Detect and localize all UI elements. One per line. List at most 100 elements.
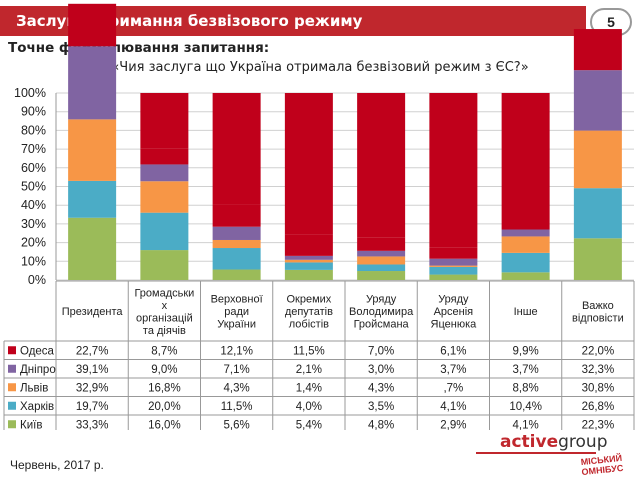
legend-swatch	[8, 346, 16, 355]
bar-segment	[68, 180, 117, 218]
x-category-label: відповісти	[572, 312, 624, 324]
data-label: 22,0%	[582, 345, 615, 357]
data-label: 5,4%	[296, 419, 322, 430]
data-label: 2,1%	[296, 364, 322, 376]
bar-segment	[501, 229, 550, 237]
bar-segment	[140, 93, 189, 149]
bar-segment	[212, 226, 261, 240]
data-label: 19,7%	[76, 401, 109, 413]
bar-segment	[357, 250, 406, 257]
bar-segment	[68, 46, 117, 120]
bar-segment	[429, 266, 478, 275]
legend-label: Одеса	[20, 345, 55, 357]
brand-logo: activegroup	[500, 432, 608, 452]
data-label: 12,1%	[220, 345, 253, 357]
data-label: 39,1%	[76, 364, 109, 376]
legend-swatch	[8, 383, 16, 392]
data-label: 4,3%	[224, 382, 250, 394]
legend-label: Львів	[20, 382, 48, 394]
bar-segment	[501, 236, 550, 253]
x-category-label: Яценюка	[431, 319, 478, 331]
y-tick-label: 30%	[21, 217, 46, 231]
data-label: 8,7%	[151, 345, 177, 357]
data-label: 9,9%	[513, 345, 539, 357]
y-tick-label: 40%	[21, 198, 46, 212]
bar-segment	[501, 210, 550, 230]
data-label: 1,4%	[296, 382, 322, 394]
legend-label: Київ	[20, 419, 42, 430]
bar-segment	[573, 29, 622, 71]
data-label: 32,9%	[76, 382, 109, 394]
x-category-label: Громадськи	[134, 287, 194, 299]
data-label: 4,8%	[368, 419, 394, 430]
data-label: 7,1%	[224, 364, 250, 376]
bar-segment	[284, 262, 333, 270]
footer-date: Червень, 2017 р.	[10, 458, 104, 472]
x-category-label: України	[217, 319, 256, 331]
bar-segment	[429, 258, 478, 266]
data-label: ,7%	[443, 382, 463, 394]
bar-segment	[140, 250, 189, 280]
x-category-label: Володимира	[349, 306, 414, 318]
y-tick-label: 70%	[21, 142, 46, 156]
data-label: 3,7%	[513, 364, 539, 376]
data-label: 26,8%	[582, 401, 615, 413]
data-label: 22,7%	[76, 345, 109, 357]
data-label: 4,1%	[513, 419, 539, 430]
bar-segment	[573, 238, 622, 280]
omnibus-logo: МІСЬКИЙ ОМНІБУС	[580, 452, 624, 478]
y-tick-label: 90%	[21, 105, 46, 119]
x-category-label: Уряду	[438, 294, 469, 306]
bar-segment	[429, 247, 478, 259]
legend-label: Дніпро	[20, 364, 56, 376]
data-label: 6,1%	[440, 345, 466, 357]
x-category-label: Гройсмана	[354, 319, 410, 331]
bar-segment	[284, 269, 333, 280]
x-category-label: лобістів	[289, 319, 329, 331]
y-tick-label: 0%	[28, 273, 46, 287]
bar-segment	[357, 237, 406, 251]
bar-segment	[357, 264, 406, 272]
legend-label: Харків	[20, 401, 54, 413]
x-category-label: Арсенія	[434, 306, 474, 318]
legend-swatch	[8, 401, 16, 410]
data-label: 33,3%	[76, 419, 109, 430]
data-label: 22,3%	[582, 419, 615, 430]
y-tick-label: 100%	[14, 86, 46, 100]
bar-segment	[429, 265, 478, 267]
bar-segment	[140, 181, 189, 213]
bar-segment	[140, 212, 189, 251]
bar-segment	[501, 272, 550, 280]
data-label: 10,4%	[509, 401, 542, 413]
data-label: 32,3%	[582, 364, 615, 376]
data-label: 4,0%	[296, 401, 322, 413]
x-category-label: ради	[224, 306, 249, 318]
x-category-label: Важко	[582, 300, 614, 312]
brand-underline	[476, 452, 596, 454]
legend-swatch	[8, 364, 16, 373]
x-category-label: Верховної	[211, 294, 263, 306]
data-label: 4,3%	[368, 382, 394, 394]
bar-segment	[573, 188, 622, 239]
x-category-label: організацій	[136, 312, 193, 324]
x-category-label: Інше	[514, 306, 538, 318]
x-category-label: Президента	[62, 306, 124, 318]
y-tick-label: 50%	[21, 180, 46, 194]
x-category-label: Окремих	[286, 294, 331, 306]
bar-segment	[212, 248, 261, 270]
bar-segment	[357, 93, 406, 238]
bar-segment	[284, 259, 333, 263]
legend-swatch	[8, 420, 16, 429]
bar-segment	[501, 93, 550, 211]
data-label: 20,0%	[148, 401, 181, 413]
x-category-label: та діячів	[143, 325, 186, 337]
data-label: 3,5%	[368, 401, 394, 413]
y-tick-label: 60%	[21, 161, 46, 175]
x-category-label: Уряду	[366, 294, 397, 306]
data-label: 30,8%	[582, 382, 615, 394]
bar-segment	[212, 269, 261, 280]
x-category-label: х	[162, 300, 168, 312]
y-tick-label: 20%	[21, 236, 46, 250]
bar-segment	[501, 252, 550, 273]
data-label: 3,0%	[368, 364, 394, 376]
